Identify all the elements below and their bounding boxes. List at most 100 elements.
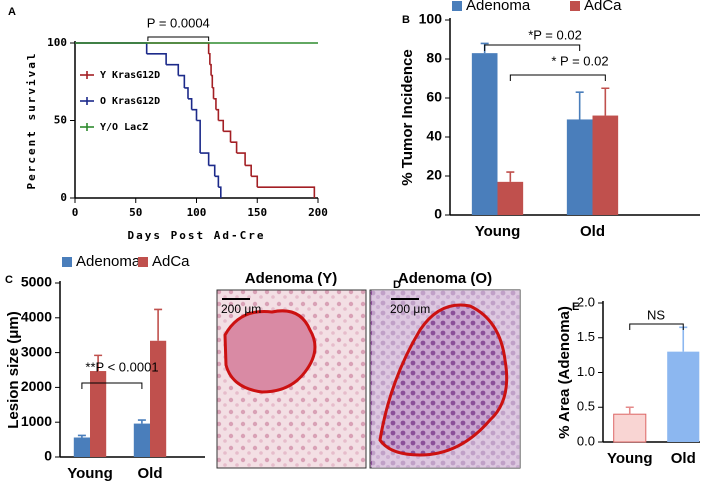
error-bar — [77, 434, 86, 438]
error-bar — [625, 406, 634, 415]
x-tick-label: 50 — [129, 206, 142, 219]
error-bar — [137, 419, 146, 424]
legend-label: AdCa — [152, 253, 190, 270]
bar — [133, 423, 150, 457]
bar — [667, 351, 700, 442]
survival-step — [236, 152, 246, 166]
y-tick-label: 0.0 — [577, 433, 595, 448]
legend-swatch — [452, 1, 462, 11]
survival-step — [211, 74, 214, 88]
bracket — [509, 74, 606, 81]
survival-step — [184, 87, 189, 99]
x-tick-label: 0 — [72, 206, 79, 219]
y-axis-label: Percent survival — [25, 52, 38, 190]
y-tick-label: 3000 — [21, 343, 52, 359]
panel-letter: B — [402, 14, 410, 26]
y-tick-label: 60 — [426, 89, 442, 105]
survival-step — [218, 186, 222, 198]
x-tick-label: Young — [67, 465, 113, 482]
survival-step — [75, 42, 210, 54]
y-tick-label: 1000 — [21, 413, 52, 429]
image-title: Adenoma (O) — [398, 270, 492, 287]
survival-step — [213, 98, 217, 110]
bar — [73, 437, 90, 457]
survival-step — [218, 119, 225, 132]
x-tick-label: Old — [580, 223, 605, 240]
survival-step — [208, 53, 211, 65]
bar — [497, 181, 524, 215]
error-bar — [575, 91, 584, 120]
y-tick-label: 100 — [419, 11, 443, 27]
legend-label: O KrasG12D — [100, 96, 160, 107]
survival-step — [75, 42, 148, 54]
x-tick-label: 100 — [187, 206, 207, 219]
annotation: *P = 0.02 — [528, 27, 582, 42]
survival-step — [208, 164, 216, 177]
y-tick-label: 0 — [44, 448, 52, 464]
y-tick-label: 2.0 — [577, 294, 595, 309]
y-tick-label: 0.5 — [577, 399, 595, 414]
x-tick-label: Young — [607, 450, 653, 467]
legend-swatch — [138, 257, 148, 267]
legend-label: Y KrasG12D — [100, 70, 160, 81]
bracket — [484, 44, 581, 51]
survival-step — [196, 119, 201, 154]
survival-step — [251, 175, 259, 188]
legend-swatch — [62, 257, 72, 267]
error-bar — [154, 308, 163, 341]
y-tick-label: 4000 — [21, 309, 52, 325]
survival-step — [223, 130, 232, 143]
survival-step — [166, 63, 180, 76]
y-tick-label: 20 — [426, 167, 442, 183]
legend-label: Adenoma — [466, 0, 531, 14]
x-tick-label: Old — [671, 450, 696, 467]
survival-step — [230, 141, 238, 154]
survival-step — [257, 186, 316, 198]
y-axis-label: % Area (Adenoma) — [556, 306, 573, 439]
annotation: **P < 0.0001 — [85, 359, 158, 374]
bar — [613, 413, 647, 443]
scale-bar-label: 200 μm — [221, 302, 261, 316]
survival-step — [178, 74, 186, 88]
survival-step — [146, 53, 167, 65]
bracket — [147, 36, 210, 41]
error-bar — [679, 326, 688, 352]
bar — [592, 115, 619, 215]
survival-step — [191, 108, 198, 121]
y-tick-label: 40 — [426, 128, 442, 144]
bracket — [81, 382, 143, 389]
survival-step — [215, 108, 220, 121]
x-axis-label: Days Post Ad-Cre — [128, 229, 266, 242]
legend-swatch — [570, 1, 580, 11]
y-tick-label: 0 — [434, 206, 442, 222]
survival-step — [212, 87, 215, 99]
image-title: Adenoma (Y) — [245, 270, 338, 287]
y-tick-label: 50 — [54, 114, 67, 127]
annotation: * P = 0.02 — [551, 53, 608, 68]
survival-step — [214, 175, 220, 188]
bar — [150, 340, 167, 457]
bracket — [629, 323, 684, 330]
survival-step — [187, 98, 193, 110]
panel-letter: A — [8, 6, 16, 18]
y-tick-label: 80 — [426, 50, 442, 66]
x-tick-label: 200 — [308, 206, 328, 219]
panel-letter: C — [5, 274, 13, 286]
annotation: NS — [647, 307, 665, 322]
y-axis-label: % Tumor Incidence — [399, 49, 416, 185]
legend-label: AdCa — [584, 0, 622, 14]
x-tick-label: 150 — [247, 206, 267, 219]
annotation: P = 0.0004 — [147, 15, 210, 30]
y-tick-label: 1.5 — [577, 329, 595, 344]
survival-step — [245, 164, 252, 177]
scale-bar-label: 200 μm — [390, 302, 430, 316]
legend-label: Adenoma — [76, 253, 141, 270]
y-tick-label: 2000 — [21, 378, 52, 394]
legend-label: Y/O LacZ — [100, 122, 148, 133]
x-tick-label: Young — [475, 223, 521, 240]
error-bar — [601, 87, 610, 116]
x-tick-label: Old — [138, 465, 163, 482]
y-tick-label: 100 — [47, 36, 67, 49]
panel-letter: E — [572, 301, 579, 313]
